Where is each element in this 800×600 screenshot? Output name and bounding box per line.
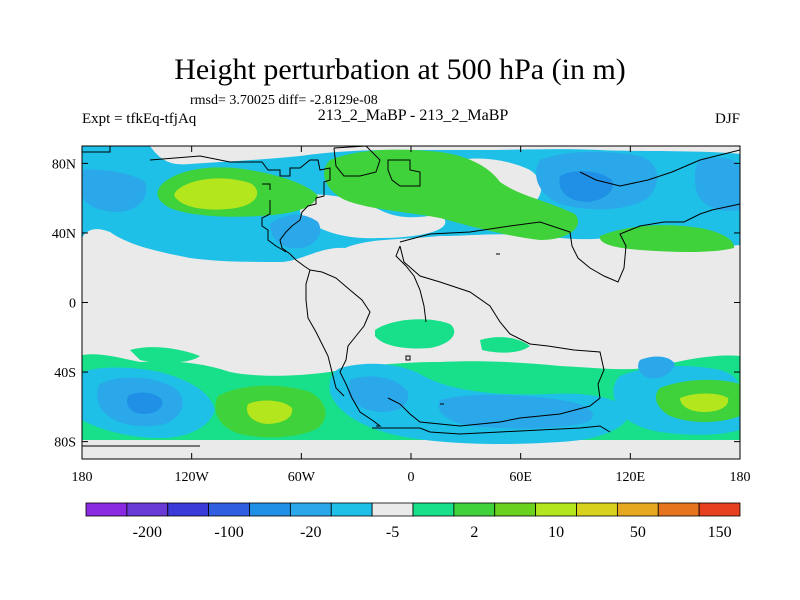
- chart-title: Height perturbation at 500 hPa (in m): [174, 53, 626, 86]
- colorbar-swatch: [330, 502, 373, 517]
- colorbar-swatch: [412, 502, 455, 517]
- colorbar-swatch: [494, 502, 537, 517]
- colorbar: -200 -100 -20 -5 2 10 50 150: [85, 502, 741, 541]
- colorbar-label: -5: [386, 524, 399, 541]
- y-tick-label: 80S: [54, 436, 76, 451]
- contour-nh-gap-a: [150, 146, 740, 165]
- colorbar-label: 50: [630, 524, 646, 541]
- contour-nh-gap-b: [300, 194, 446, 239]
- x-tick-label: 120W: [175, 470, 210, 485]
- colorbar-swatch: [535, 502, 577, 517]
- contour-sh-blue-indian: [438, 394, 593, 429]
- coastline-south-america: [305, 269, 373, 421]
- x-tick-label: 180: [730, 470, 751, 485]
- colorbar-label: 2: [470, 524, 478, 541]
- coastline-north-america: [82, 146, 331, 271]
- coastline-greenland: [333, 146, 381, 177]
- colorbar-label: -200: [133, 524, 162, 541]
- coastline-africa: [387, 245, 605, 427]
- colorbar-swatch: [208, 502, 250, 517]
- contour-fields: [82, 146, 740, 444]
- coastline-south-america-tip: [371, 419, 382, 427]
- coastline-australia-marker: [405, 253, 500, 405]
- contour-sh-lime-southern-ocean: [680, 393, 729, 412]
- contour-nh-blue-alaska: [694, 157, 740, 212]
- colorbar-swatch: [698, 502, 741, 517]
- colorbar-label: 150: [708, 524, 732, 541]
- contour-nh-green-eastpacific: [599, 225, 735, 252]
- coastline-eurasia: [387, 149, 740, 283]
- colorbar-swatch: [453, 502, 496, 517]
- colorbar-label: 10: [548, 524, 564, 541]
- colorbar-swatch: [657, 502, 700, 517]
- contour-nh-blue-arctic: [82, 169, 147, 212]
- colorbar-swatch: [85, 502, 128, 517]
- contour-nh-blue-atlantic: [270, 214, 321, 249]
- y-axis: 80N 40N 0 40S 80S: [52, 157, 740, 451]
- contour-nh-lime-pacific: [174, 178, 258, 210]
- x-tick-label: 0: [408, 470, 415, 485]
- y-tick-label: 40S: [54, 366, 76, 381]
- colorbar-swatch: [249, 502, 291, 517]
- contour-tropics-green-b: [480, 337, 530, 353]
- contour-sh-dark-pacific: [126, 392, 163, 414]
- x-axis: 180 120W 60W 0 60E 120E 180: [72, 146, 751, 485]
- colorbar-swatch: [289, 502, 332, 517]
- colorbar-swatch: [167, 502, 210, 517]
- contour-sh-green-west: [130, 347, 200, 363]
- experiment-label: Expt = tfkEq-tfjAq: [82, 111, 197, 127]
- contour-nh-green-eurasia: [324, 149, 579, 240]
- colorbar-swatch: [576, 502, 618, 517]
- contour-nh-dark-westpac: [559, 171, 613, 202]
- contour-tropics-green: [375, 319, 455, 349]
- colorbar-label: -100: [214, 524, 243, 541]
- coastlines: [82, 146, 740, 447]
- case-label: 213_2_MaBP - 213_2_MaBP: [317, 107, 509, 124]
- coastline-antarctica: [82, 425, 611, 447]
- coastline-central-america: [261, 183, 287, 253]
- x-tick-label: 180: [72, 470, 93, 485]
- season-label: DJF: [714, 111, 740, 127]
- y-tick-label: 80N: [52, 157, 76, 172]
- colorbar-swatch: [371, 502, 414, 517]
- x-tick-label: 60W: [288, 470, 316, 485]
- colorbar-swatch: [616, 502, 659, 517]
- contour-sh-lime-south-pacific: [246, 400, 293, 424]
- contour-sh-blue-atlantic: [348, 376, 409, 412]
- colorbar-swatch: [126, 502, 169, 517]
- colorbar-label: -20: [300, 524, 321, 541]
- x-tick-label: 120E: [616, 470, 646, 485]
- y-tick-label: 0: [69, 297, 76, 312]
- y-tick-label: 40N: [52, 227, 76, 242]
- x-tick-label: 60E: [509, 470, 532, 485]
- rmsd-stats: rmsd= 3.70025 diff= -2.8129e-08: [190, 93, 378, 108]
- contour-sh-blue-pacific-east: [638, 356, 675, 379]
